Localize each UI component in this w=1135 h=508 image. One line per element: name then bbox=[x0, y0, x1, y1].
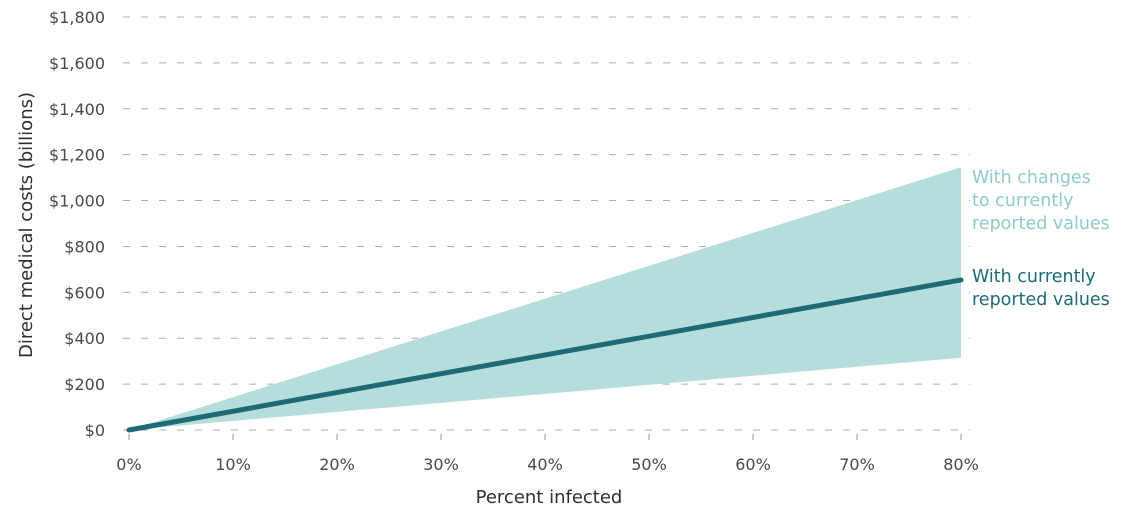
y-tick-label: $1,200 bbox=[49, 146, 105, 165]
y-axis-title: Direct medical costs (billions) bbox=[16, 92, 37, 358]
x-tick-label: 20% bbox=[319, 455, 355, 474]
x-tick-label: 60% bbox=[735, 455, 771, 474]
y-tick-labels: $0 $200 $400 $600 $800 $1,000 $1,200 $1,400 $1,6… bbox=[49, 8, 105, 440]
series-label-line: reported values bbox=[972, 214, 1110, 234]
line-layer bbox=[126, 277, 964, 433]
x-tick-labels: 0% 10% 20% 30% 40% 50% 60% 70% 80% bbox=[116, 434, 979, 474]
series-label-line: to currently bbox=[972, 191, 1073, 211]
x-tick-label: 10% bbox=[215, 455, 251, 474]
x-tick-label: 50% bbox=[631, 455, 667, 474]
y-tick-label: $400 bbox=[64, 329, 105, 348]
y-tick-label: $600 bbox=[64, 283, 105, 302]
x-tick-label: 40% bbox=[527, 455, 563, 474]
x-tick-label: 0% bbox=[116, 455, 141, 474]
y-tick-label: $800 bbox=[64, 237, 105, 256]
y-tick-label: $1,800 bbox=[49, 8, 105, 27]
y-tick-label: $1,400 bbox=[49, 100, 105, 119]
series-annotations: With changes to currently reported values W… bbox=[972, 168, 1110, 310]
y-tick-label: $1,000 bbox=[49, 192, 105, 211]
series-line bbox=[126, 277, 964, 433]
series-label-line: With changes bbox=[972, 168, 1091, 188]
x-tick-label: 70% bbox=[839, 455, 875, 474]
y-tick-label: $1,600 bbox=[49, 54, 105, 73]
range-band-layer bbox=[129, 167, 961, 430]
range-band bbox=[129, 167, 961, 430]
y-tick-label: $200 bbox=[64, 375, 105, 394]
x-tick-label: 30% bbox=[423, 455, 459, 474]
series-label-line: reported values bbox=[972, 290, 1110, 310]
y-tick-label: $0 bbox=[85, 421, 105, 440]
x-tick-label: 80% bbox=[943, 455, 979, 474]
series-label-line: With currently bbox=[972, 267, 1096, 287]
x-axis-title: Percent infected bbox=[476, 487, 623, 508]
